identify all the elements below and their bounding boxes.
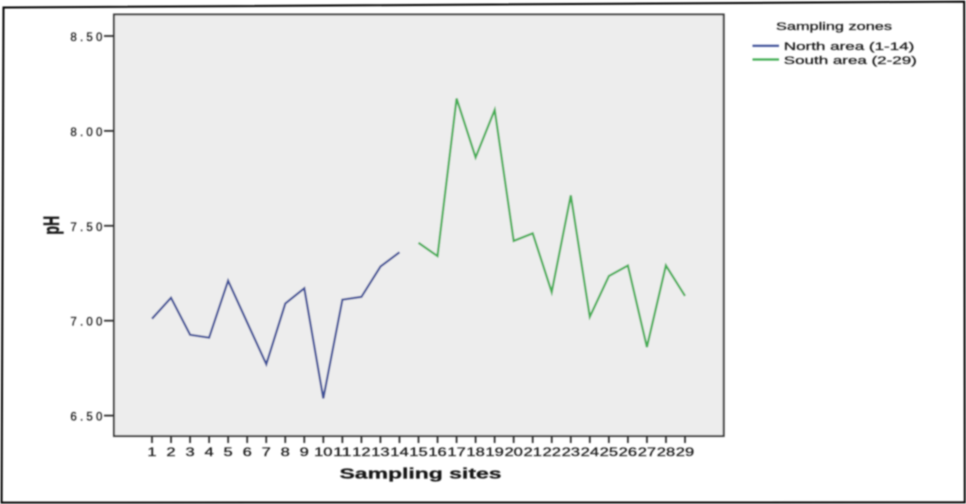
svg-text:pH: pH [39,216,64,235]
svg-text:10: 10 [314,447,332,459]
svg-text:6: 6 [243,447,252,459]
svg-text:24: 24 [581,447,600,459]
svg-text:21: 21 [524,447,542,459]
svg-text:5: 5 [224,447,233,459]
svg-text:12: 12 [352,447,370,459]
svg-text:7: 7 [262,447,271,459]
svg-text:28: 28 [657,447,675,459]
svg-text:Sampling sites: Sampling sites [340,466,502,482]
svg-text:8.50: 8.50 [70,32,102,44]
svg-text:3: 3 [185,447,194,459]
svg-text:1: 1 [147,447,156,459]
svg-text:23: 23 [562,447,580,459]
svg-text:6.50: 6.50 [70,412,102,424]
svg-text:20: 20 [504,447,522,459]
svg-text:2: 2 [166,447,175,459]
svg-text:15: 15 [409,447,427,459]
svg-text:17: 17 [447,447,465,459]
svg-text:Sampling zones: Sampling zones [776,21,893,33]
svg-text:18: 18 [466,447,484,459]
svg-text:4: 4 [205,447,215,459]
svg-text:South area (2-29): South area (2-29) [784,55,917,67]
svg-text:25: 25 [600,447,618,459]
svg-text:19: 19 [485,447,503,459]
svg-text:7.50: 7.50 [70,222,102,234]
svg-text:26: 26 [619,447,637,459]
svg-text:14: 14 [390,447,409,459]
svg-text:11: 11 [333,447,351,459]
svg-text:29: 29 [676,447,694,459]
svg-text:North area (1-14): North area (1-14) [784,41,915,53]
svg-text:8.00: 8.00 [70,127,102,139]
svg-text:13: 13 [371,447,389,459]
svg-text:8: 8 [281,447,290,459]
svg-text:9: 9 [300,447,309,459]
svg-text:22: 22 [543,447,561,459]
svg-text:7.00: 7.00 [70,317,102,329]
svg-text:27: 27 [638,447,656,459]
svg-text:16: 16 [428,447,446,459]
